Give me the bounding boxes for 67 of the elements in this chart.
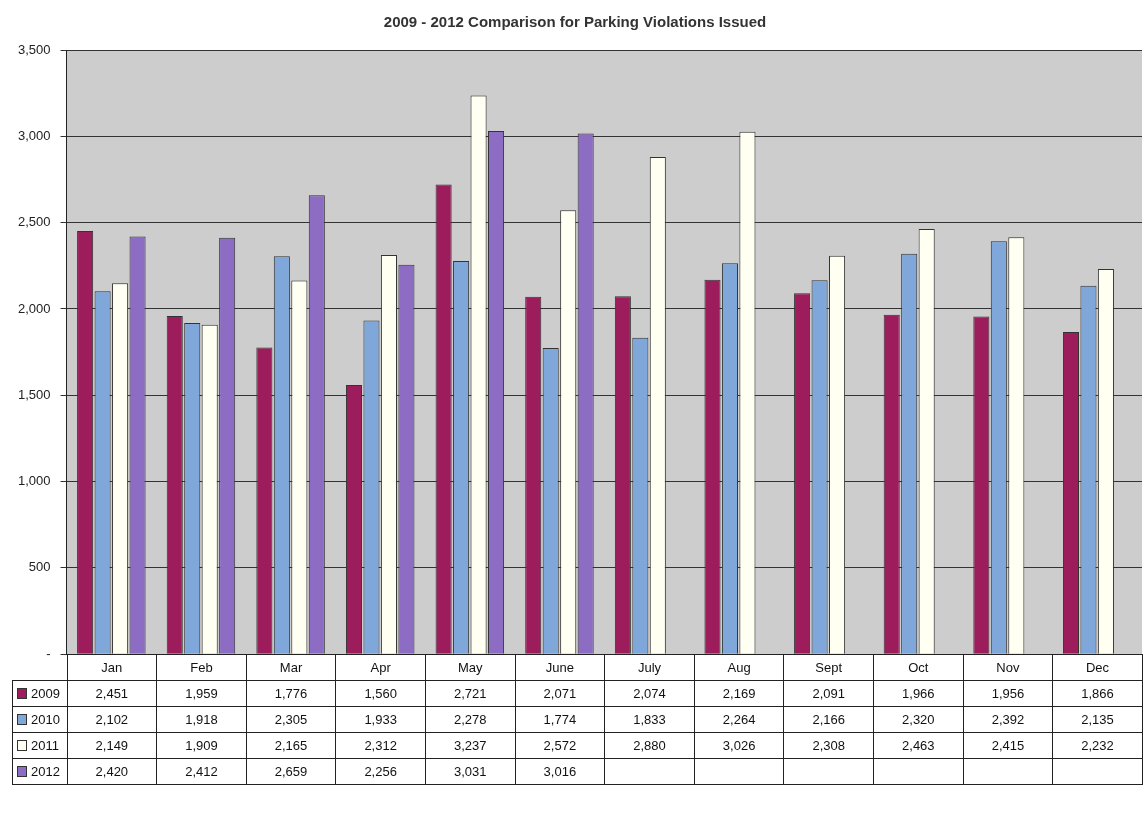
data-label: 2,278	[425, 706, 516, 733]
data-label: 1,776	[246, 680, 336, 707]
y-tick-label: 500	[28, 559, 51, 575]
legend-label: 2011	[12, 732, 68, 759]
data-label: 3,031	[425, 758, 516, 785]
y-tick-label: 1,000	[17, 473, 51, 489]
data-label: 2,659	[246, 758, 336, 785]
data-label: 1,956	[963, 680, 1053, 707]
y-tick-label: 3,500	[17, 41, 51, 57]
data-label: 1,560	[335, 680, 426, 707]
data-label: 2,149	[67, 732, 157, 759]
legend-label: 2009	[12, 680, 68, 707]
x-tick-label: Oct	[873, 654, 964, 681]
data-label: 2,256	[335, 758, 426, 785]
data-label: 2,312	[335, 732, 426, 759]
legend-label: 2012	[12, 758, 68, 785]
chart-title: 2009 - 2012 Comparison for Parking Violations Issued	[383, 13, 767, 31]
data-label: 3,026	[694, 732, 784, 759]
data-label: 2,166	[783, 706, 874, 733]
data-label: 1,866	[1052, 680, 1143, 707]
data-label: 1,909	[156, 732, 247, 759]
y-tick-label: 1,500	[17, 386, 51, 402]
x-tick-label: Dec	[1052, 654, 1143, 681]
data-label: 2,415	[963, 732, 1053, 759]
data-label: 2,091	[783, 680, 874, 707]
data-label: 3,237	[425, 732, 516, 759]
data-label: 2,420	[67, 758, 157, 785]
data-label: 2,880	[604, 732, 695, 759]
data-label: 2,169	[694, 680, 784, 707]
x-tick-label: July	[604, 654, 695, 681]
x-tick-label: Nov	[963, 654, 1053, 681]
data-label: 2,463	[873, 732, 964, 759]
x-tick-label: Mar	[246, 654, 336, 681]
x-tick-label: May	[425, 654, 516, 681]
data-label: 2,135	[1052, 706, 1143, 733]
data-label: 2,412	[156, 758, 247, 785]
data-label: 1,774	[515, 706, 605, 733]
data-label: 1,918	[156, 706, 247, 733]
data-label: 2,232	[1052, 732, 1143, 759]
data-label: 3,016	[515, 758, 605, 785]
x-tick-label: Jan	[67, 654, 157, 681]
data-label: 1,833	[604, 706, 695, 733]
data-label: 2,451	[67, 680, 157, 707]
data-label: 1,933	[335, 706, 426, 733]
data-label: 2,320	[873, 706, 964, 733]
x-tick-label: Aug	[694, 654, 784, 681]
data-label: 2,721	[425, 680, 516, 707]
y-tick-label: 3,000	[17, 127, 51, 143]
x-tick-label: June	[515, 654, 605, 681]
data-label: 2,264	[694, 706, 784, 733]
y-tick-label: 2,000	[17, 300, 51, 316]
legend-label: 2010	[12, 706, 68, 733]
data-label: 2,305	[246, 706, 336, 733]
x-tick-label: Apr	[335, 654, 426, 681]
data-label: 2,165	[246, 732, 336, 759]
x-tick-label: Feb	[156, 654, 247, 681]
data-label: 2,392	[963, 706, 1053, 733]
y-tick-label: 2,500	[17, 214, 51, 230]
data-label: 2,308	[783, 732, 874, 759]
data-label: 1,966	[873, 680, 964, 707]
y-tick-label: -	[46, 645, 51, 661]
data-label: 2,074	[604, 680, 695, 707]
x-tick-label: Sept	[783, 654, 874, 681]
data-label: 2,572	[515, 732, 605, 759]
data-label: 1,959	[156, 680, 247, 707]
data-label: 2,102	[67, 706, 157, 733]
data-label: 2,071	[515, 680, 605, 707]
